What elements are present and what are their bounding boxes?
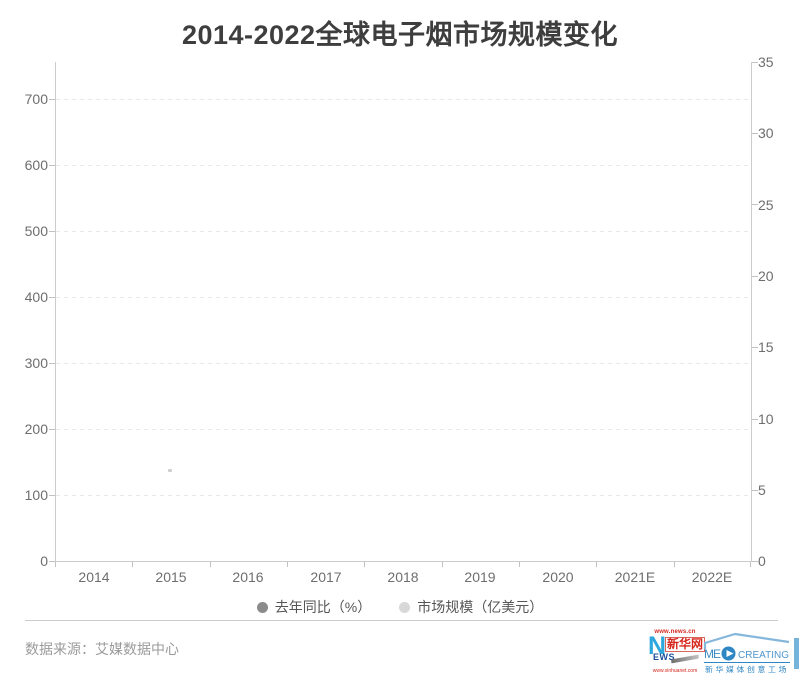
xinhuanet-swoosh-icon <box>670 654 700 664</box>
x-axis-tick-label: 2014 <box>78 569 110 585</box>
y-axis-left-tick-label: 600 <box>24 157 48 173</box>
y-axis-right-tick-label: 30 <box>758 125 774 141</box>
x-axis-tick-label: 2019 <box>464 569 496 585</box>
chart-title: 2014-2022全球电子烟市场规模变化 <box>181 20 619 50</box>
y-axis-right-tick-label: 5 <box>758 482 766 498</box>
y-axis-right-tick-label: 20 <box>758 268 774 284</box>
legend-marker-market-size <box>399 601 411 613</box>
y-axis-left-ticks <box>49 99 55 562</box>
x-axis-tick-label: 2022E <box>691 569 733 585</box>
medcreating-play-triangle <box>726 650 734 657</box>
x-axis-tick-label: 2017 <box>310 569 342 585</box>
y-axis-left-tick-label: 700 <box>24 91 48 107</box>
axis-lines <box>55 62 752 562</box>
y-axis-left-tick-label: 400 <box>24 289 48 305</box>
stray-data-speck <box>168 469 172 472</box>
data-source-text: 数据来源：艾媒数据中心 <box>25 641 179 657</box>
y-axis-left-tick-label: 200 <box>24 421 48 437</box>
xinhuanet-n-letter: N <box>648 632 667 660</box>
legend-item-yoy: 去年同比（%） <box>256 597 372 617</box>
legend-label-yoy: 去年同比（%） <box>274 599 372 615</box>
y-axis-right-tick-label: 10 <box>758 411 774 427</box>
xinhuanet-wordmark: 新华网 <box>665 637 706 652</box>
medcreating-brand-prefix: ME <box>704 647 721 661</box>
x-axis-ticks <box>55 562 751 567</box>
x-axis-tick-label: 2018 <box>387 569 419 585</box>
y-axis-left-tick-label: 500 <box>24 223 48 239</box>
xinhuanet-ews-letters: EWS <box>653 652 676 662</box>
footer-divider <box>25 620 778 621</box>
y-axis-right-tick-label: 35 <box>758 54 774 70</box>
x-axis-tick-label: 2020 <box>542 569 574 585</box>
medcreating-logo: ME CREATING 新华媒体创意工场 <box>703 632 790 674</box>
y-axis-right-ticks <box>752 62 758 562</box>
x-axis-tick-label: 2016 <box>232 569 264 585</box>
medcreating-roof-icon <box>703 632 790 649</box>
gridlines <box>56 99 751 496</box>
xinhuanet-logo: www.news.cn N 新华网 EWS www.xinhuanet.com <box>648 629 706 674</box>
medcreating-subtitle: 新华媒体创意工场 <box>705 664 789 674</box>
medcreating-brand-suffix: CREATING <box>738 649 789 661</box>
y-axis-left-tick-label: 300 <box>24 355 48 371</box>
y-axis-right-tick-label: 25 <box>758 197 774 213</box>
x-axis-tick-label: 2021E <box>614 569 656 585</box>
y-axis-right-tick-label: 15 <box>758 339 774 355</box>
y-axis-left-tick-label: 0 <box>40 553 48 569</box>
edge-blue-strip <box>794 638 799 669</box>
legend: 去年同比（%） 市场规模（亿美元） <box>0 597 800 617</box>
legend-item-market-size: 市场规模（亿美元） <box>399 597 543 617</box>
legend-label-market-size: 市场规模（亿美元） <box>417 599 544 615</box>
xinhuanet-url-bottom: www.xinhuanet.com <box>652 668 698 674</box>
y-axis-right-tick-label: 0 <box>758 553 766 569</box>
legend-marker-yoy <box>256 601 268 613</box>
y-axis-left-tick-label: 100 <box>24 487 48 503</box>
xinhuanet-url-top: www.news.cn <box>654 629 696 635</box>
x-axis-tick-label: 2015 <box>155 569 187 585</box>
